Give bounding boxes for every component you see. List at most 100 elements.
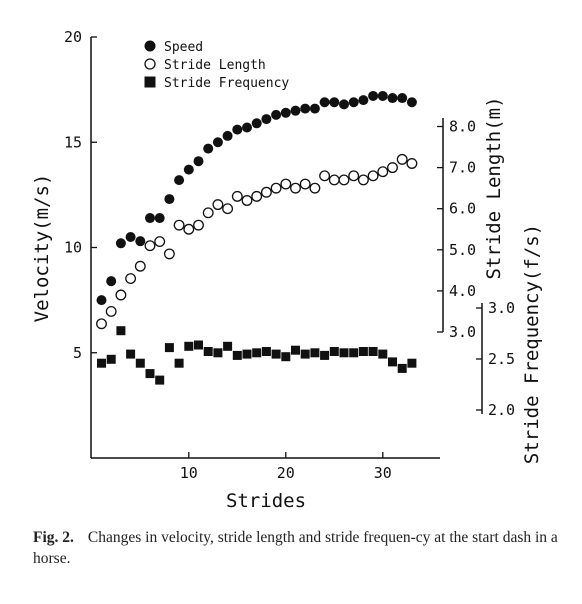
stride-frequency-point [388,357,397,367]
x-ticks: 10 20 30 [180,452,392,482]
stride-length-point [348,170,360,182]
stride-length-point [212,199,224,211]
velocity-tick-label: 10 [64,239,82,257]
stride-frequency-point [155,375,165,385]
legend-marker-stride-length [144,58,156,70]
speed-point [203,143,214,154]
stride-length-tick-label: 3.0 [449,323,476,341]
series-stride-length [96,153,418,330]
speed-point [251,118,262,129]
stride-frequency-point [213,348,223,358]
stride-frequency-point [320,350,330,360]
stride-frequency-axis: 2.0 2.5 3.0 Stride Frequency(f/s) [476,224,543,464]
stride-length-point [396,153,408,165]
speed-point [309,103,320,114]
stride-length-point [319,170,331,182]
stride-frequency-point [261,347,271,356]
stride-length-point [96,318,107,330]
stride-length-point [231,190,243,202]
stride-frequency-point [232,350,242,360]
stride-frequency-ticks: 2.0 2.5 3.0 [476,299,515,419]
stride-length-tick-label: 6.0 [449,200,476,218]
stride-length-tick-label: 4.0 [449,282,476,300]
speed-point [193,156,204,167]
stride-frequency-point [329,347,339,356]
stride-frequency-point [174,358,184,368]
speed-point [261,114,272,125]
speed-point [348,97,359,108]
stride-length-point [260,186,272,198]
speed-point [377,90,388,101]
stride-frequency-tick-label: 3.0 [488,299,515,317]
velocity-axis-title: Velocity(m/s) [31,174,53,323]
stride-frequency-point [407,358,417,368]
stride-length-point [115,289,127,301]
stride-frequency-point [145,369,155,379]
stride-frequency-point [203,347,213,356]
stride-length-point [183,223,195,235]
speed-point [164,194,175,205]
stride-length-point [406,158,418,169]
legend: Speed Stride Length Stride Frequency [144,40,289,91]
stride-length-tick-label: 8.0 [449,118,476,136]
speed-point [300,103,311,114]
legend-label-stride-length: Stride Length [164,58,266,73]
legend-marker-speed [144,40,156,52]
stride-length-tick-label: 5.0 [449,241,476,259]
speed-point [145,213,155,224]
stride-frequency-point [339,348,349,358]
speed-point [406,97,417,108]
stride-length-point [193,219,204,231]
stride-frequency-point [126,349,136,359]
stride-frequency-point [378,349,388,359]
speed-point [358,95,369,106]
speed-point [397,93,408,104]
stride-frequency-point [164,343,174,353]
speed-point [183,164,194,175]
stride-length-point [154,236,166,248]
speed-point [339,99,349,110]
stride-length-axis: 3.0 4.0 5.0 6.0 7.0 8.0 Stride Length(m) [437,96,505,341]
speed-point [96,295,107,306]
speed-point [387,93,398,104]
speed-point [222,130,233,141]
stride-length-tick-label: 7.0 [449,159,476,177]
speed-point [154,213,165,224]
stride-frequency-point [184,341,194,351]
velocity-ticks: 5 10 15 20 [64,28,97,362]
stride-length-point [377,166,389,178]
stride-frequency-point [135,358,145,368]
speed-point [242,122,252,133]
stride-frequency-axis-title: Stride Frequency(f/s) [521,224,543,464]
stride-frequency-point [310,348,320,358]
stride-length-point [125,273,137,285]
speed-point [271,109,282,120]
stride-length-point [290,182,301,194]
stride-length-point [144,240,156,252]
stride-frequency-point [349,348,359,358]
x-axis: 10 20 30 Strides [91,452,440,512]
speed-point [125,231,136,242]
stride-length-point [105,306,117,317]
stride-length-point [328,174,340,186]
x-tick-label: 10 [180,464,198,482]
velocity-axis: 5 10 15 20 Velocity(m/s) [31,28,97,458]
x-tick-label: 30 [374,464,392,482]
speed-point [174,175,185,186]
legend-marker-stride-frequency [144,76,156,88]
x-tick-label: 20 [277,464,295,482]
velocity-tick-label: 20 [64,28,82,46]
stride-length-point [241,195,253,206]
stride-length-point [173,219,185,231]
stride-frequency-point [242,349,252,359]
stride-frequency-point [271,349,281,359]
stride-length-point [163,248,175,260]
velocity-tick-label: 5 [73,344,82,362]
stride-frequency-point [97,358,106,368]
legend-label-speed: Speed [164,40,203,55]
stride-frequency-point [106,354,116,364]
stride-length-axis-title: Stride Length(m) [483,96,505,279]
stride-frequency-point [281,352,291,362]
stride-frequency-tick-label: 2.5 [488,350,515,368]
